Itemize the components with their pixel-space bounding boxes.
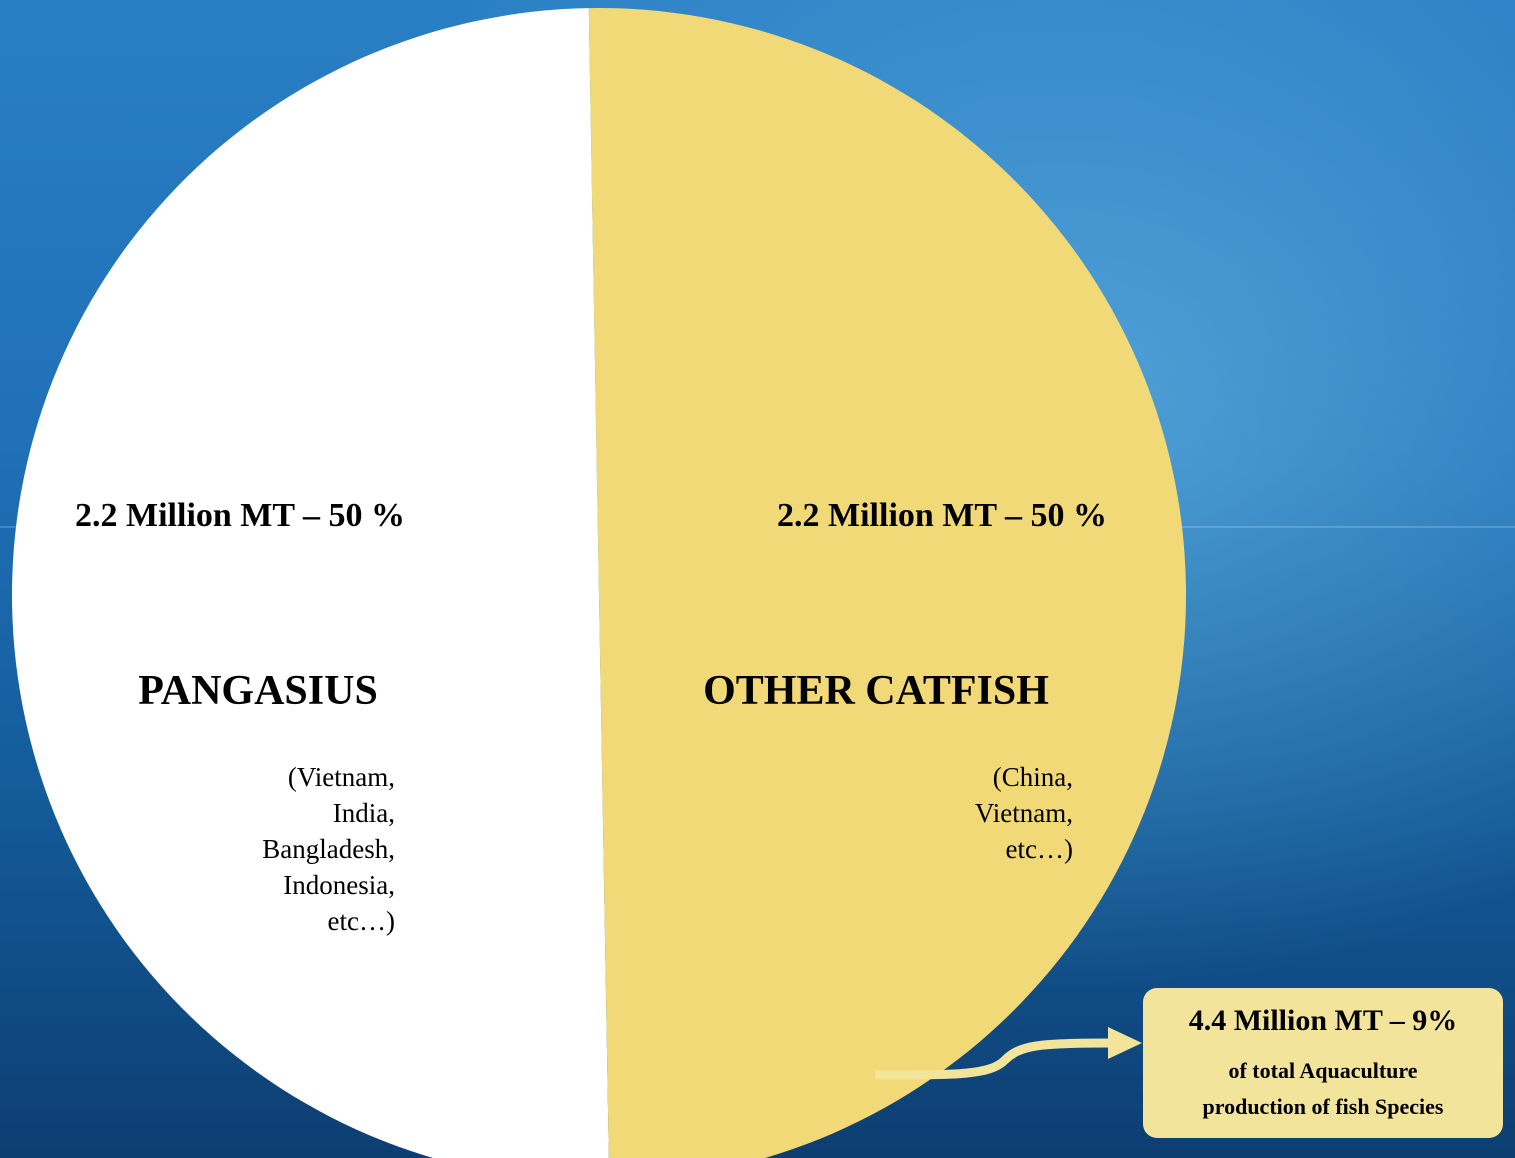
labels: 2.2 Million MT – 50 % PANGASIUS (Vietnam, I… bbox=[75, 497, 1107, 936]
callout-line: production of fish Species bbox=[1202, 1094, 1443, 1119]
callout-arrow bbox=[874, 1038, 1111, 1080]
category-note: (China, bbox=[993, 762, 1073, 792]
category-note: Indonesia, bbox=[283, 870, 395, 900]
callout-line: 4.4 Million MT – 9% bbox=[1189, 1004, 1458, 1037]
category-note: etc…) bbox=[1006, 834, 1073, 864]
category-note: etc…) bbox=[328, 906, 395, 936]
category-label: PANGASIUS bbox=[138, 668, 378, 714]
category-note: Vietnam, bbox=[975, 798, 1073, 828]
category-label: OTHER CATFISH bbox=[703, 668, 1049, 714]
pie-slice bbox=[12, 8, 609, 1158]
callout-arrow-head bbox=[1108, 1027, 1142, 1059]
category-note: Bangladesh, bbox=[262, 834, 395, 864]
value-label: 2.2 Million MT – 50 % bbox=[75, 497, 405, 534]
category-note: (Vietnam, bbox=[288, 762, 395, 792]
callout-box bbox=[1143, 988, 1503, 1138]
category-note: India, bbox=[333, 798, 395, 828]
value-label: 2.2 Million MT – 50 % bbox=[777, 497, 1107, 534]
pie bbox=[12, 8, 1186, 1158]
callout-line: of total Aquaculture bbox=[1228, 1058, 1417, 1083]
pie-slice bbox=[588, 8, 1186, 1158]
